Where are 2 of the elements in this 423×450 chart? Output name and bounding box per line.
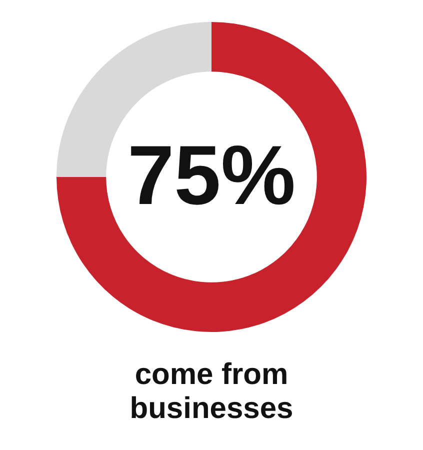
text: come from businesses	[128, 358, 294, 426]
data-label: 75%	[127, 128, 296, 222]
